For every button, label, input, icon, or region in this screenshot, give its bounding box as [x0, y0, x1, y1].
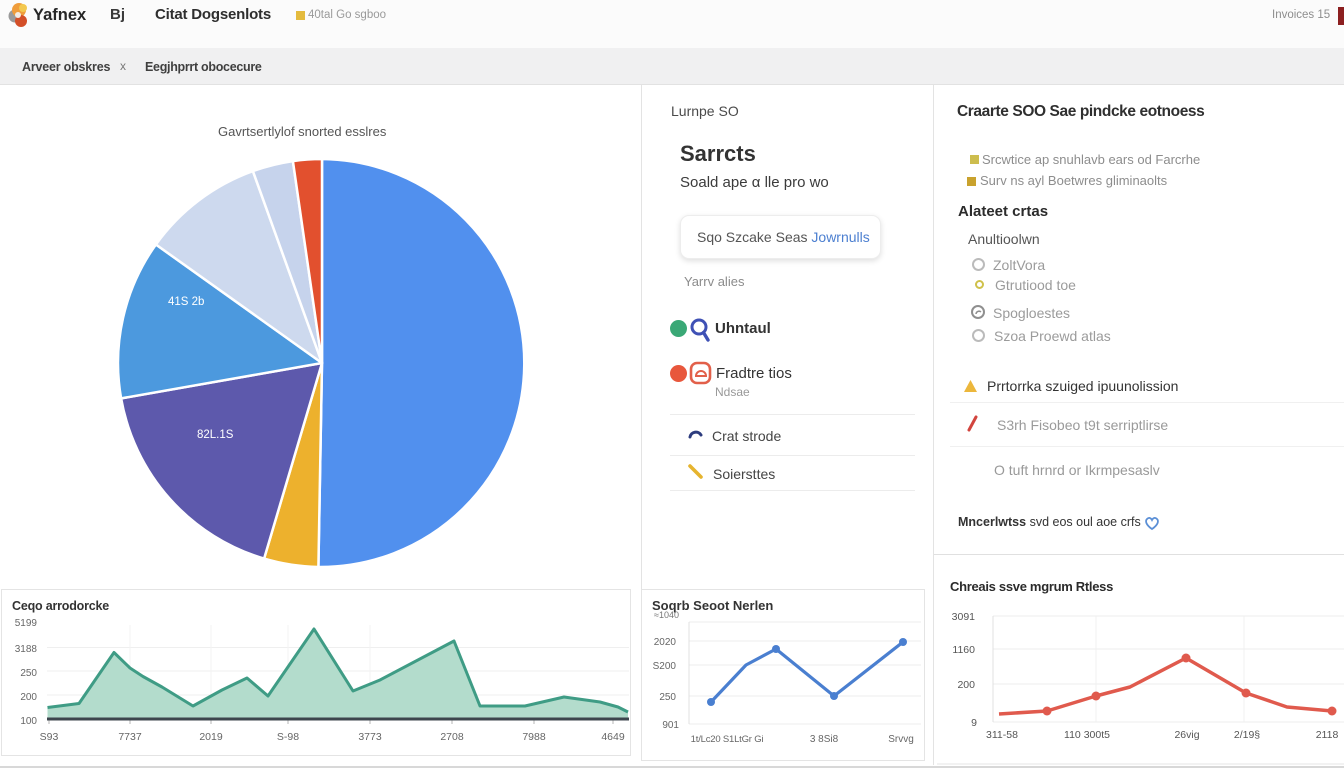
svg-text:2708: 2708: [440, 731, 464, 743]
svg-text:S93: S93: [40, 731, 59, 743]
svg-text:200: 200: [957, 679, 975, 691]
svg-text:2020: 2020: [654, 637, 677, 648]
svg-text:2019: 2019: [199, 731, 223, 743]
svg-text:901: 901: [662, 720, 679, 731]
svg-text:S200: S200: [653, 661, 677, 672]
svg-text:7988: 7988: [522, 731, 546, 743]
svg-text:Srvvg: Srvvg: [888, 734, 914, 745]
svg-text:3773: 3773: [358, 731, 382, 743]
svg-text:1160: 1160: [952, 644, 975, 656]
svg-text:2/19§: 2/19§: [1234, 729, 1260, 741]
svg-text:3 8Si8: 3 8Si8: [810, 734, 839, 745]
svg-text:9: 9: [971, 717, 977, 729]
svg-text:311-58: 311-58: [986, 729, 1018, 741]
svg-text:4649: 4649: [601, 731, 625, 743]
svg-text:250: 250: [659, 692, 676, 703]
svg-text:3091: 3091: [952, 611, 976, 623]
svg-text:S-98: S-98: [277, 731, 299, 743]
svg-text:≈1040: ≈1040: [654, 610, 679, 620]
svg-text:41S 2b: 41S 2b: [168, 296, 204, 308]
svg-text:1t/Lc20 S1LtGr Gi: 1t/Lc20 S1LtGr Gi: [691, 734, 764, 745]
svg-text:2118: 2118: [1316, 729, 1339, 741]
svg-text:5199: 5199: [15, 618, 38, 629]
svg-text:26vig: 26vig: [1174, 729, 1199, 741]
svg-text:100: 100: [20, 716, 37, 727]
svg-text:110 300t5: 110 300t5: [1064, 729, 1110, 741]
svg-text:7737: 7737: [118, 731, 142, 743]
svg-text:200: 200: [20, 692, 37, 703]
svg-text:82L.1S: 82L.1S: [197, 429, 234, 441]
svg-text:250: 250: [20, 668, 37, 679]
svg-text:3188: 3188: [15, 644, 38, 655]
